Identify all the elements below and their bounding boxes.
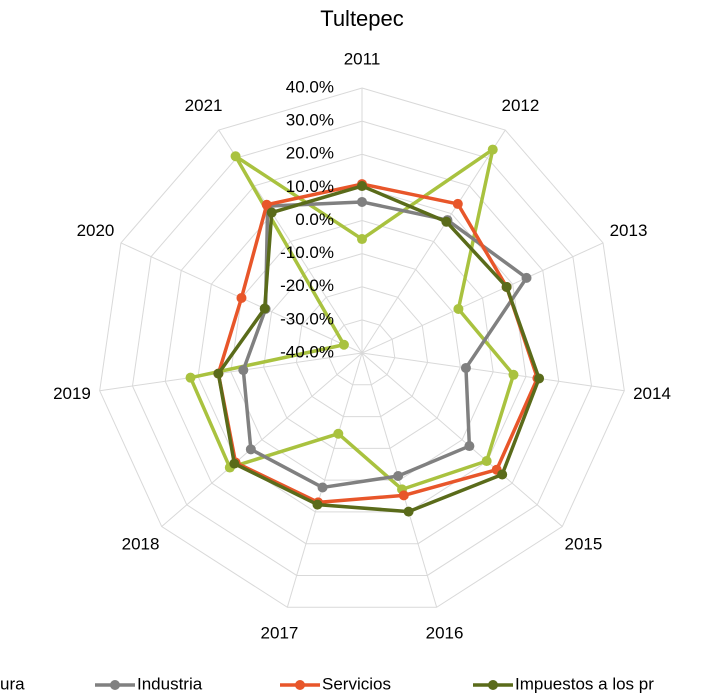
category-label: 2020	[77, 221, 115, 240]
series-marker	[452, 198, 463, 209]
grid-ring	[295, 286, 429, 418]
y-tick-label: 40.0%	[286, 77, 334, 96]
grid-ring	[99, 87, 625, 608]
series-marker	[497, 469, 508, 480]
series-marker	[403, 506, 414, 517]
series-marker	[238, 365, 249, 376]
series-marker	[464, 441, 475, 452]
y-tick-label: -40.0%	[280, 342, 334, 361]
series-line	[216, 182, 540, 505]
series-marker	[229, 458, 240, 469]
spoke	[361, 242, 604, 354]
legend-label: Impuestos a los pr	[515, 674, 654, 693]
grid-ring	[131, 120, 593, 576]
legend-label: Industria	[137, 674, 203, 693]
category-label: 2017	[261, 624, 299, 643]
series-marker	[261, 199, 272, 210]
category-label: 2012	[501, 96, 539, 115]
series-marker	[357, 234, 367, 245]
spoke	[161, 352, 363, 527]
series-marker	[508, 369, 519, 380]
category-label: 2018	[122, 534, 160, 553]
y-tick-label: -20.0%	[280, 276, 334, 295]
grid-ring	[328, 319, 396, 386]
spoke	[361, 352, 563, 527]
legend-marker	[295, 680, 305, 690]
series-marker	[487, 144, 498, 155]
category-label: 2013	[610, 221, 648, 240]
spoke	[99, 352, 363, 392]
grid-ring	[263, 253, 461, 449]
chart-title: Tultepec	[320, 6, 404, 31]
series-marker	[236, 292, 247, 303]
series-marker	[393, 471, 404, 482]
category-label: 2021	[185, 96, 223, 115]
series-marker	[534, 373, 545, 384]
series-line	[188, 147, 516, 492]
category-label: 2011	[344, 49, 381, 68]
series-marker	[357, 181, 367, 192]
series-marker	[521, 272, 532, 283]
legend-marker	[488, 680, 498, 690]
y-tick-label: -30.0%	[280, 309, 334, 328]
spoke	[286, 352, 363, 608]
grid-ring	[197, 186, 527, 513]
series-marker	[338, 339, 349, 350]
series-marker	[441, 216, 452, 227]
category-label: 2014	[633, 384, 671, 403]
series-marker	[259, 303, 270, 314]
grid-ring	[164, 153, 560, 545]
y-tick-label: 10.0%	[286, 177, 334, 196]
series-marker	[398, 490, 409, 501]
series-line	[216, 184, 541, 514]
series-marker	[460, 362, 471, 373]
series-marker	[312, 499, 323, 510]
series-marker	[230, 151, 241, 162]
spoke	[361, 129, 506, 354]
legend-marker	[110, 680, 120, 690]
legend-label: Servicios	[322, 674, 391, 693]
series-marker	[501, 281, 512, 292]
series-marker	[453, 303, 464, 314]
series-marker	[357, 196, 367, 207]
series-marker	[266, 207, 277, 218]
y-tick-label: 20.0%	[286, 144, 334, 163]
y-tick-label: 30.0%	[286, 111, 334, 130]
series-marker	[185, 372, 196, 383]
legend-label: ura	[0, 674, 25, 693]
series-marker	[213, 368, 224, 379]
y-tick-label: -10.0%	[280, 243, 334, 262]
spoke	[361, 352, 625, 392]
series-marker	[333, 428, 344, 439]
series-marker	[245, 444, 256, 455]
category-label: 2019	[53, 384, 91, 403]
series-marker	[481, 456, 492, 467]
category-label: 2015	[565, 534, 603, 553]
category-label: 2016	[426, 624, 464, 643]
series-marker	[317, 482, 328, 493]
y-tick-label: 0.0%	[295, 210, 334, 229]
